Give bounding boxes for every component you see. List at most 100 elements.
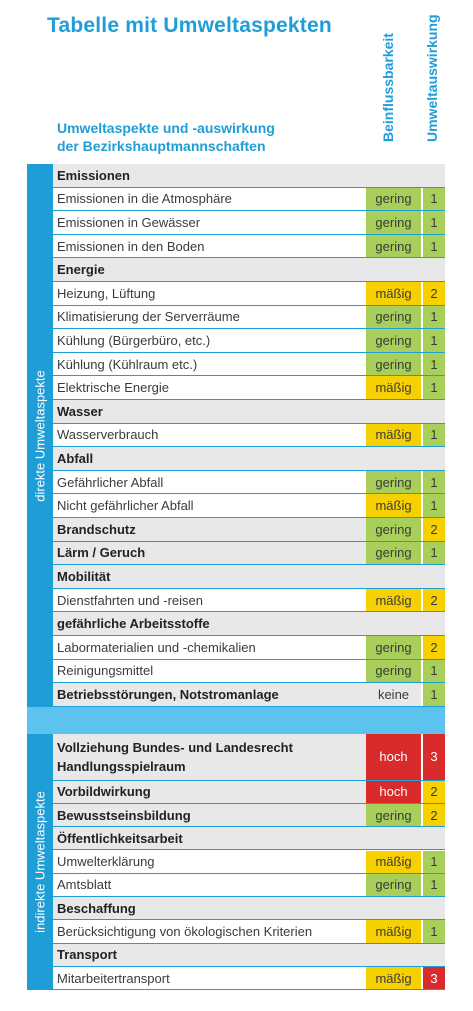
column-header-influence: Beinflussbarkeit	[380, 30, 400, 158]
cell-divider	[421, 305, 423, 329]
row-label-line-1: Vollziehung Bundes- und Landesrecht	[57, 739, 293, 755]
influence-cell: gering	[366, 329, 421, 352]
influence-cell: gering	[366, 211, 421, 234]
influence-cell: gering	[366, 803, 421, 827]
row-label: Berücksichtigung von ökologischen Kriter…	[57, 924, 313, 940]
cell-divider	[421, 470, 423, 494]
influence-cell: gering	[366, 352, 421, 376]
row-label: Mitarbeitertransport	[57, 970, 170, 986]
row-label: Gefährlicher Abfall	[57, 474, 164, 490]
cell-divider	[421, 734, 423, 780]
row-label-line-2: Handlungsspielraum	[57, 758, 186, 774]
impact-cell: 2	[423, 518, 445, 541]
table-row: Emissionen in die Atmosphäre gering 1	[53, 187, 445, 212]
row-label: Labormaterialien und -chemikalien	[57, 639, 256, 655]
row-label: Kühlung (Bürgerbüro, etc.)	[57, 332, 211, 348]
table-row: Amtsblatt gering 1	[53, 873, 445, 898]
table-row: gefährliche Arbeitsstoffe	[53, 612, 445, 636]
impact-cell: 3	[423, 734, 445, 780]
table-row: Umwelterklärung mäßig 1	[53, 850, 445, 874]
cell-divider	[421, 329, 423, 352]
impact-cell: 1	[423, 352, 445, 376]
row-label: Klimatisierung der Serverräume	[57, 309, 240, 325]
table-row: Emissionen	[53, 164, 445, 188]
row-label: Öffentlichkeitsarbeit	[53, 827, 366, 850]
impact-cell: 1	[423, 683, 445, 706]
cell-divider	[421, 803, 423, 827]
row-label: Energie	[53, 258, 366, 281]
band-direct-label: direkte Umweltaspekte	[32, 369, 48, 502]
cell-divider	[421, 850, 423, 873]
row-label: Emissionen in die Atmosphäre	[57, 191, 232, 207]
subtitle-line-1: Umweltaspekte und -auswirkung	[57, 120, 275, 136]
impact-cell: 1	[423, 234, 445, 258]
impact-cell: 1	[423, 423, 445, 447]
row-label: Wasserverbrauch	[57, 427, 159, 443]
influence-cell: mäßig	[366, 423, 421, 447]
influence-cell: gering	[366, 234, 421, 258]
impact-cell: 1	[423, 873, 445, 897]
cell-divider	[421, 518, 423, 541]
influence-cell: gering	[366, 541, 421, 565]
influence-cell: keine	[366, 683, 421, 706]
impact-cell: 1	[423, 920, 445, 943]
table-row: Betriebsstörungen, Notstromanlage keine 1	[53, 683, 445, 707]
influence-cell: mäßig	[366, 850, 421, 873]
impact-cell: 1	[423, 329, 445, 352]
cell-divider	[421, 541, 423, 565]
row-label: Abfall	[53, 447, 366, 470]
influence-cell: gering	[366, 470, 421, 494]
band-indirect-label: indirekte Umweltaspekte	[32, 791, 48, 933]
influence-cell: mäßig	[366, 282, 421, 305]
impact-cell: 1	[423, 211, 445, 234]
impact-cell: 1	[423, 494, 445, 517]
row-label: Brandschutz	[53, 518, 366, 541]
row-label: Dienstfahrten und -reisen	[57, 592, 203, 608]
row-label: Betriebsstörungen, Notstromanlage	[53, 683, 366, 706]
table-row: Bewusstseinsbildung gering 2	[53, 803, 445, 828]
band-direct: direkte Umweltaspekte	[27, 164, 53, 707]
influence-cell: mäßig	[366, 376, 421, 399]
section-separator	[27, 707, 445, 734]
row-label: gefährliche Arbeitsstoffe	[53, 612, 366, 635]
table-row: Berücksichtigung von ökologischen Kriter…	[53, 920, 445, 944]
cell-divider	[421, 588, 423, 612]
row-label: Emissionen in den Boden	[57, 238, 205, 254]
influence-cell: hoch	[366, 734, 421, 780]
cell-divider	[421, 187, 423, 211]
influence-cell: mäßig	[366, 967, 421, 990]
influence-cell: mäßig	[366, 920, 421, 943]
influence-cell: gering	[366, 659, 421, 683]
row-label: Emissionen in Gewässer	[57, 214, 201, 230]
impact-cell: 1	[423, 470, 445, 494]
cell-divider	[421, 780, 423, 803]
row-label: Kühlung (Kühlraum etc.)	[57, 356, 198, 372]
table-row: Kühlung (Bürgerbüro, etc.) gering 1	[53, 329, 445, 353]
cell-divider	[421, 211, 423, 234]
table-row: Wasser	[53, 400, 445, 424]
cell-divider	[421, 282, 423, 305]
cell-divider	[421, 636, 423, 659]
cell-divider	[421, 920, 423, 943]
row-label: Umwelterklärung	[57, 854, 155, 870]
table-row: Reinigungsmittel gering 1	[53, 659, 445, 684]
table-row: Vollziehung Bundes- und Landesrecht Handl…	[53, 734, 445, 781]
column-header-influence-label: Beinflussbarkeit	[380, 33, 396, 142]
table-row: Kühlung (Kühlraum etc.) gering 1	[53, 352, 445, 377]
band-indirect: indirekte Umweltaspekte	[27, 734, 53, 990]
row-label: Reinigungsmittel	[57, 663, 154, 679]
cell-divider	[421, 967, 423, 990]
influence-cell: gering	[366, 305, 421, 329]
impact-cell: 2	[423, 780, 445, 803]
table-row: Gefährlicher Abfall gering 1	[53, 470, 445, 495]
table-row: Transport	[53, 943, 445, 967]
influence-cell: gering	[366, 518, 421, 541]
influence-cell: gering	[366, 636, 421, 659]
cell-divider	[421, 376, 423, 399]
subtitle-line-2: der Bezirkshauptmannschaften	[57, 138, 266, 154]
impact-cell: 1	[423, 850, 445, 873]
row-label: Beschaffung	[53, 897, 366, 920]
table-row: Brandschutz gering 2	[53, 518, 445, 542]
row-label: Vollziehung Bundes- und Landesrecht Handl…	[53, 734, 366, 780]
table-row: Klimatisierung der Serverräume gering 1	[53, 305, 445, 330]
